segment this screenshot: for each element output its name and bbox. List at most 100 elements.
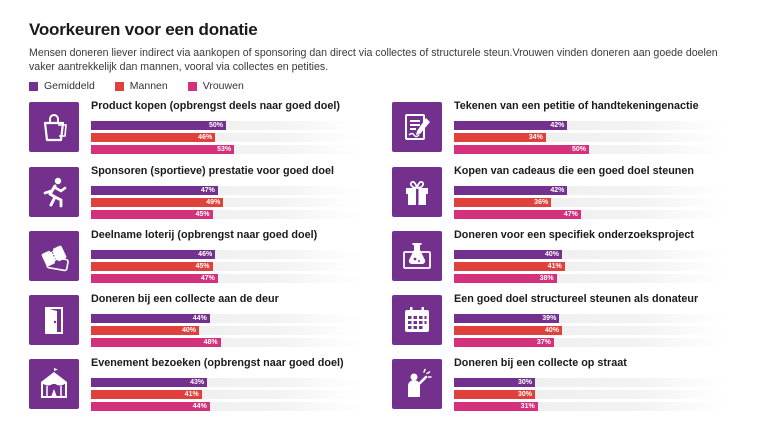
category-group: Evenement bezoeken (opbrengst naar goed …: [29, 357, 361, 411]
data-label: 41%: [547, 263, 562, 270]
bar-track: 40%: [454, 326, 724, 335]
ticket-icon: [29, 231, 79, 281]
bar-mannen: 36%: [454, 198, 552, 207]
bar-gemiddeld: 42%: [454, 121, 568, 130]
chart-title: Voorkeuren voor een donatie: [29, 20, 258, 39]
bar-track: 47%: [91, 274, 361, 283]
data-label: 40%: [544, 251, 559, 258]
data-label: 50%: [208, 122, 223, 129]
data-label: 47%: [200, 275, 215, 282]
bar-mannen: 34%: [454, 133, 546, 142]
bar-vrouwen: 50%: [454, 145, 589, 154]
data-label: 40%: [544, 327, 559, 334]
data-label: 36%: [534, 199, 549, 206]
data-label: 45%: [195, 263, 210, 270]
bar-gemiddeld: 43%: [91, 378, 208, 387]
calendar-icon: [392, 295, 442, 345]
bar-track: 31%: [454, 402, 724, 411]
bar-track: 40%: [91, 326, 361, 335]
data-label: 46%: [198, 134, 213, 141]
bar-gemiddeld: 39%: [454, 314, 560, 323]
bar-track: 47%: [454, 210, 724, 219]
data-label: 37%: [536, 339, 551, 346]
legend-item-vrouwen: Vrouwen: [187, 80, 244, 92]
bar-track: 30%: [454, 378, 724, 387]
data-label: 30%: [517, 391, 532, 398]
runner-icon: [29, 167, 79, 217]
data-label: 53%: [217, 146, 232, 153]
bar-gemiddeld: 40%: [454, 250, 562, 259]
street-collector-icon: [392, 359, 442, 409]
bar-gemiddeld: 44%: [91, 314, 210, 323]
bar-track: 30%: [454, 390, 724, 399]
data-label: 45%: [195, 211, 210, 218]
bar-vrouwen: 44%: [91, 402, 210, 411]
bar-mannen: 30%: [454, 390, 535, 399]
category-label: Evenement bezoeken (opbrengst naar goed …: [91, 357, 344, 369]
bar-track: 49%: [91, 198, 361, 207]
data-label: 46%: [198, 251, 213, 258]
category-group: Kopen van cadeaus die een goed doel steu…: [392, 165, 724, 219]
bar-vrouwen: 48%: [91, 338, 221, 347]
data-label: 47%: [200, 187, 215, 194]
bar-track: 37%: [454, 338, 724, 347]
legend-swatch-gemiddeld: [29, 81, 38, 91]
bar-track: 42%: [454, 186, 724, 195]
door-icon: [29, 295, 79, 345]
bar-mannen: 40%: [91, 326, 199, 335]
bar-gemiddeld: 47%: [91, 186, 218, 195]
data-label: 50%: [571, 146, 586, 153]
shopping-bag-icon: [29, 102, 79, 152]
bar-track: 53%: [91, 145, 361, 154]
category-group: Doneren bij een collecte op straat 30% 30%…: [392, 357, 724, 411]
data-label: 47%: [563, 211, 578, 218]
bar-gemiddeld: 50%: [91, 121, 226, 130]
data-label: 30%: [517, 379, 532, 386]
data-label: 39%: [542, 315, 557, 322]
data-label: 49%: [206, 199, 221, 206]
research-flask-icon: [392, 231, 442, 281]
bar-track: 45%: [91, 210, 361, 219]
legend-item-gemiddeld: Gemiddeld: [29, 80, 95, 92]
legend-item-mannen: Mannen: [114, 80, 168, 92]
bar-track: 44%: [91, 314, 361, 323]
category-group: Product kopen (opbrengst deels naar goed…: [29, 100, 361, 154]
data-label: 42%: [550, 122, 565, 129]
bar-track: 38%: [454, 274, 724, 283]
bar-track: 44%: [91, 402, 361, 411]
bar-gemiddeld: 46%: [91, 250, 216, 259]
data-label: 44%: [192, 403, 207, 410]
bar-vrouwen: 31%: [454, 402, 538, 411]
data-label: 34%: [528, 134, 543, 141]
circus-tent-icon: [29, 359, 79, 409]
bar-track: 43%: [91, 378, 361, 387]
bar-mannen: 49%: [91, 198, 224, 207]
legend-swatch-mannen: [114, 81, 124, 91]
bar-track: 46%: [91, 250, 361, 259]
bar-track: 41%: [454, 262, 724, 271]
legend-label-vrouwen: Vrouwen: [202, 80, 244, 92]
category-label: Product kopen (opbrengst deels naar goed…: [91, 100, 340, 112]
category-label: Doneren bij een collecte op straat: [454, 357, 627, 369]
bar-track: 46%: [91, 133, 361, 142]
data-label: 31%: [520, 403, 535, 410]
legend-swatch-vrouwen: [187, 81, 197, 91]
bar-track: 39%: [454, 314, 724, 323]
bar-vrouwen: 53%: [91, 145, 235, 154]
bar-vrouwen: 45%: [91, 210, 213, 219]
category-label: Sponsoren (sportieve) prestatie voor goe…: [91, 165, 334, 177]
data-label: 44%: [192, 315, 207, 322]
bar-vrouwen: 47%: [454, 210, 581, 219]
petition-icon: [392, 102, 442, 152]
bar-mannen: 41%: [454, 262, 565, 271]
bar-track: 34%: [454, 133, 724, 142]
category-label: Deelname loterij (opbrengst naar goed do…: [91, 229, 318, 241]
data-label: 38%: [539, 275, 554, 282]
bar-mannen: 46%: [91, 133, 216, 142]
data-label: 42%: [550, 187, 565, 194]
data-label: 43%: [190, 379, 205, 386]
bar-vrouwen: 47%: [91, 274, 218, 283]
bar-mannen: 40%: [454, 326, 562, 335]
bar-track: 45%: [91, 262, 361, 271]
bar-track: 41%: [91, 390, 361, 399]
